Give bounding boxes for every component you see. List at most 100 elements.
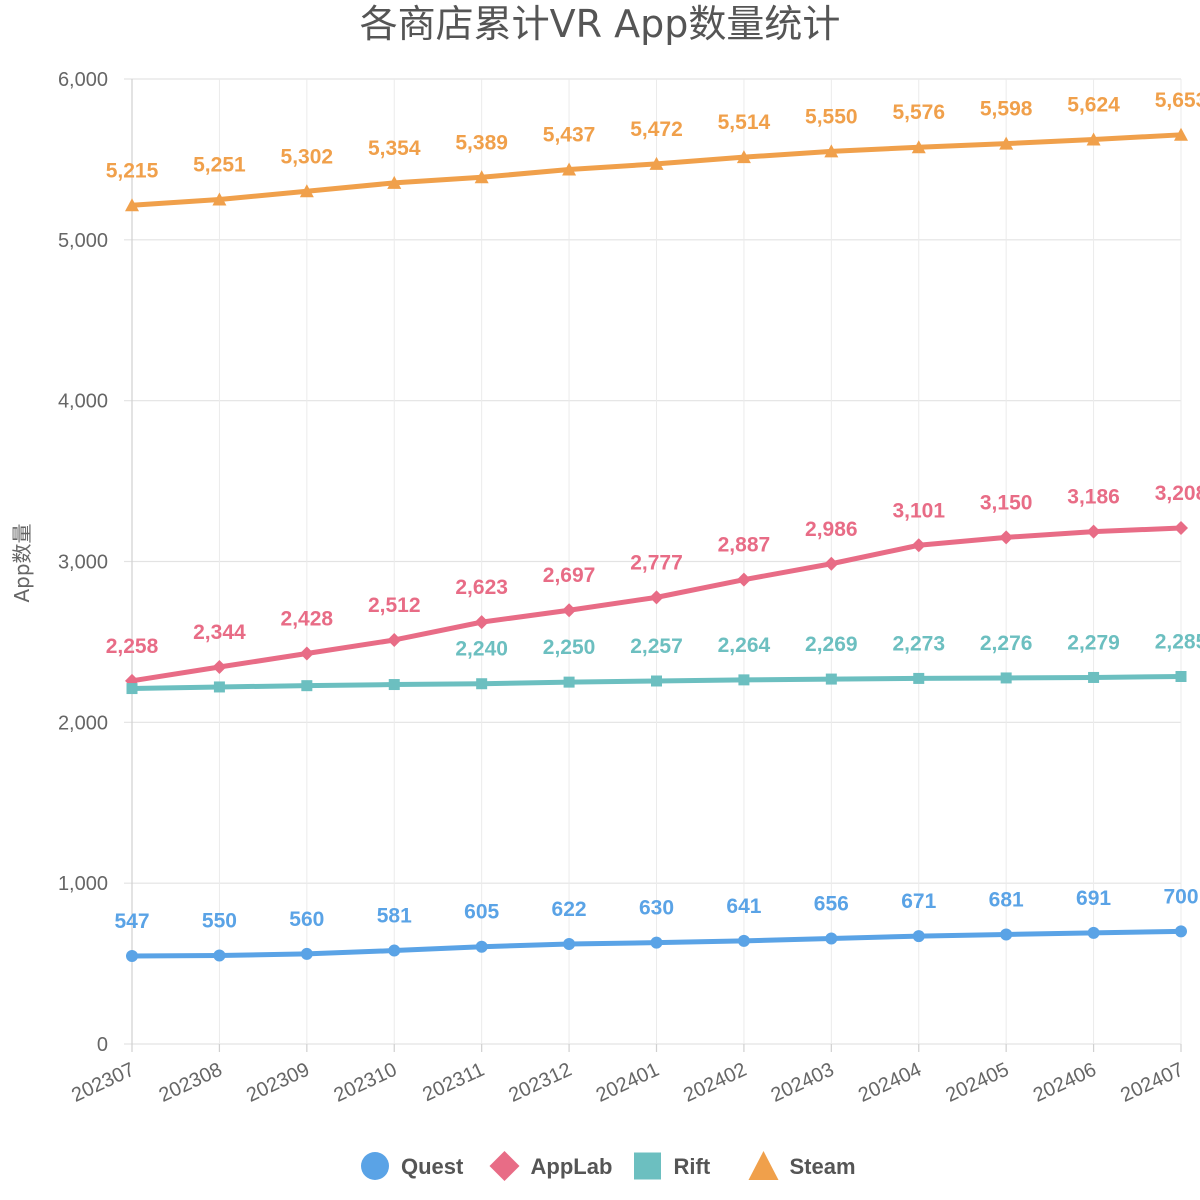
data-point-steam <box>299 184 314 198</box>
legend-marker-rift <box>634 1152 661 1180</box>
data-point-applab <box>1174 521 1188 536</box>
series-applab <box>125 521 1188 688</box>
axes: 0 1,000 2,000 3,000 4,000 5,000 6,000 202307 202… <box>58 69 1187 1107</box>
x-tick-label: 202310 <box>331 1059 401 1107</box>
legend-marker-applab <box>489 1151 520 1181</box>
data-label-steam: 5,576 <box>892 101 945 124</box>
legend-label-rift: Rift <box>674 1154 711 1179</box>
data-point-quest <box>737 934 750 947</box>
series-rift <box>126 670 1187 695</box>
legend-item-rift[interactable]: Rift <box>634 1152 711 1180</box>
data-point-quest <box>1000 928 1013 941</box>
data-point-applab <box>562 603 577 618</box>
data-label-quest: 547 <box>114 910 149 933</box>
data-label-steam: 5,598 <box>980 98 1033 121</box>
data-point-rift <box>476 678 488 690</box>
data-label-steam: 5,389 <box>455 131 508 154</box>
data-label-quest: 641 <box>726 895 761 918</box>
x-tick-label: 202407 <box>1117 1059 1187 1107</box>
y-axis-label: App数量 <box>10 523 34 602</box>
legend-item-steam[interactable]: Steam <box>748 1151 856 1180</box>
data-label-rift: 2,279 <box>1067 631 1120 654</box>
x-tick-label: 202308 <box>156 1059 226 1107</box>
data-label-quest: 700 <box>1163 885 1198 908</box>
x-tick-label: 202406 <box>1030 1059 1100 1107</box>
data-point-quest <box>1087 926 1100 939</box>
x-tick-label: 202403 <box>768 1059 838 1107</box>
data-point-rift <box>738 674 750 686</box>
data-label-applab: 3,101 <box>892 499 945 522</box>
data-point-rift <box>1088 671 1100 683</box>
y-tick-label: 3,000 <box>58 552 108 574</box>
data-point-applab <box>212 660 227 675</box>
y-tick-label: 2,000 <box>58 712 108 734</box>
data-labels: 547 550 560 581 605 622 630 641 656 671 681 691 700 2… <box>106 89 1200 933</box>
data-point-rift <box>825 673 837 685</box>
data-label-applab: 2,258 <box>106 635 159 658</box>
data-point-applab <box>299 646 314 661</box>
y-tick-label: 0 <box>97 1034 108 1056</box>
data-label-rift: 2,269 <box>805 633 858 656</box>
data-label-applab: 2,986 <box>805 518 858 541</box>
data-point-quest <box>388 944 401 957</box>
data-point-applab <box>999 530 1014 545</box>
data-point-applab <box>1086 524 1101 539</box>
data-label-steam: 5,215 <box>106 159 159 182</box>
data-label-rift: 2,250 <box>543 636 596 659</box>
legend-marker-quest <box>361 1152 389 1180</box>
series-quest <box>126 925 1187 963</box>
data-label-rift: 2,240 <box>455 638 508 661</box>
data-point-steam <box>125 198 139 212</box>
data-point-steam <box>1174 127 1188 141</box>
data-point-steam <box>824 144 839 158</box>
data-label-steam: 5,302 <box>281 145 334 168</box>
data-label-quest: 691 <box>1076 887 1111 910</box>
y-tick-label: 5,000 <box>58 230 108 252</box>
data-label-applab: 2,623 <box>455 576 508 599</box>
chart-title: 各商店累计VR App数量统计 <box>360 2 841 46</box>
data-label-steam: 5,653 <box>1155 89 1200 112</box>
data-label-rift: 2,276 <box>980 632 1033 655</box>
data-point-steam <box>911 140 926 154</box>
data-point-rift <box>1175 670 1187 682</box>
data-point-quest <box>650 936 663 949</box>
data-label-steam: 5,354 <box>368 137 421 160</box>
data-point-quest <box>1175 925 1187 938</box>
data-point-steam <box>1086 132 1101 146</box>
data-label-quest: 622 <box>552 898 587 921</box>
data-point-quest <box>912 930 925 943</box>
x-tick-label: 202309 <box>243 1059 313 1107</box>
data-point-applab <box>911 538 926 553</box>
data-label-applab: 2,887 <box>718 534 771 557</box>
data-label-applab: 3,150 <box>980 491 1033 514</box>
legend-item-applab[interactable]: AppLab <box>489 1151 613 1181</box>
data-label-quest: 630 <box>639 897 674 920</box>
legend-label-steam: Steam <box>790 1154 856 1179</box>
data-point-rift <box>213 681 225 693</box>
x-tick-label: 202307 <box>68 1059 138 1107</box>
x-tick-label: 202401 <box>593 1059 663 1107</box>
data-point-rift <box>388 679 400 691</box>
x-tick-label: 202405 <box>942 1059 1012 1107</box>
data-label-rift: 2,285 <box>1155 630 1200 653</box>
data-label-quest: 671 <box>901 890 936 913</box>
legend-item-quest[interactable]: Quest <box>361 1152 464 1180</box>
data-label-rift: 2,257 <box>630 635 683 658</box>
data-point-quest <box>300 947 313 960</box>
x-tick-label: 202312 <box>505 1059 575 1107</box>
data-label-quest: 550 <box>202 910 237 933</box>
data-point-rift <box>651 675 662 687</box>
data-point-rift <box>1000 672 1012 684</box>
y-tick-label: 6,000 <box>58 69 108 91</box>
legend-marker-steam <box>748 1151 779 1180</box>
series-steam <box>125 127 1188 212</box>
gridlines <box>124 78 1182 1045</box>
data-point-rift <box>126 683 138 695</box>
data-point-quest <box>126 950 138 963</box>
data-label-applab: 3,208 <box>1155 482 1200 505</box>
data-label-applab: 2,777 <box>630 551 683 574</box>
data-point-steam <box>999 136 1014 150</box>
data-label-applab: 2,512 <box>368 594 421 617</box>
x-tick-label: 202404 <box>855 1059 925 1107</box>
